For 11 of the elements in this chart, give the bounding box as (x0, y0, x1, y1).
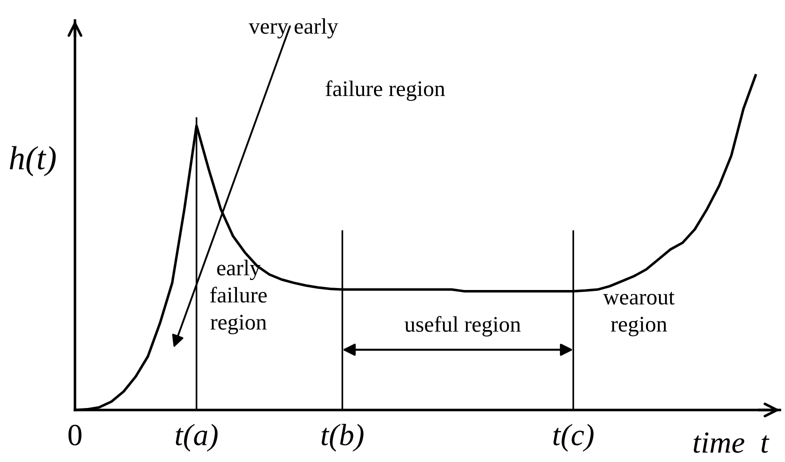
annotation: failure region (326, 80, 445, 101)
annotation: early failure region (210, 260, 267, 334)
x-tick-label: t(a) (176, 424, 218, 452)
y-axis-title: h(t) (10, 146, 56, 176)
annotation: useful region (404, 316, 521, 336)
x-tick-label: t(c) (553, 424, 594, 452)
text: very early (248, 18, 338, 38)
x-axis-title: time t (694, 432, 770, 453)
annotation: wearout region (603, 292, 675, 336)
x-tick-label: 0 (68, 424, 82, 446)
x-tick-label: t(b) (322, 424, 364, 452)
